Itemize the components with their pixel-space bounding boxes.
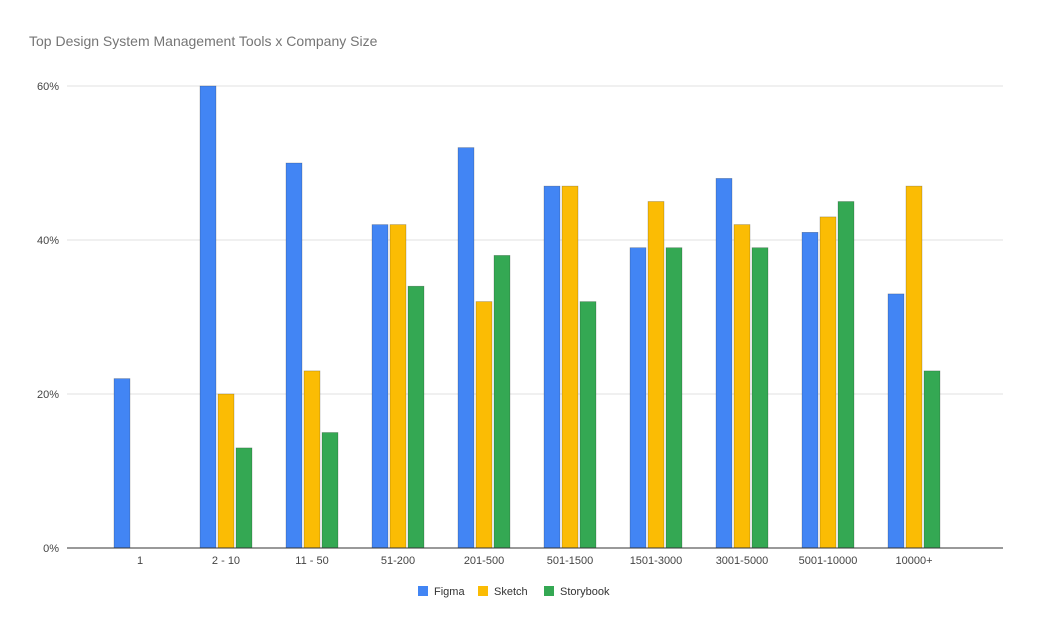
x-tick-label: 10000+ <box>895 555 932 567</box>
x-tick-label: 201-500 <box>464 555 504 567</box>
x-tick-label: 3001-5000 <box>716 555 769 567</box>
bar-storybook <box>665 247 683 549</box>
legend-label-sketch: Sketch <box>494 586 528 598</box>
bar-sketch <box>905 185 923 549</box>
legend-swatch-sketch <box>478 586 488 596</box>
bar-figma <box>801 232 819 549</box>
legend-label-figma: Figma <box>434 586 465 598</box>
bar-figma <box>113 378 131 549</box>
bar-figma <box>887 293 905 549</box>
bar-storybook <box>493 255 511 549</box>
bar-figma <box>371 224 389 549</box>
x-tick-label: 11 - 50 <box>295 555 328 567</box>
chart-title: Top Design System Management Tools x Com… <box>29 33 378 49</box>
y-tick-label: 20% <box>37 389 59 401</box>
bar-sketch <box>733 224 751 549</box>
bar-storybook <box>837 201 855 549</box>
bar-sketch <box>561 185 579 549</box>
x-tick-label: 51-200 <box>381 555 415 567</box>
bar-sketch <box>217 393 235 549</box>
bar-figma <box>285 162 303 549</box>
x-tick-label: 1501-3000 <box>630 555 683 567</box>
bar-sketch <box>647 201 665 549</box>
y-tick-label: 40% <box>37 235 59 247</box>
bar-storybook <box>751 247 769 549</box>
bar-figma <box>715 178 733 549</box>
bar-sketch <box>389 224 407 549</box>
legend-label-storybook: Storybook <box>560 586 610 598</box>
bar-sketch <box>475 301 493 549</box>
bar-figma <box>199 85 217 549</box>
bar-figma <box>543 185 561 549</box>
bar-sketch <box>819 216 837 549</box>
y-tick-label: 0% <box>43 543 59 555</box>
y-tick-label: 60% <box>37 81 59 93</box>
x-tick-label: 5001-10000 <box>799 555 858 567</box>
x-tick-label: 501-1500 <box>547 555 594 567</box>
bar-storybook <box>321 432 339 549</box>
bar-storybook <box>407 285 425 549</box>
bar-figma <box>629 247 647 549</box>
x-tick-label: 1 <box>137 555 143 567</box>
bar-storybook <box>923 370 941 549</box>
bar-storybook <box>235 447 253 549</box>
legend-swatch-figma <box>418 586 428 596</box>
bar-sketch <box>303 370 321 549</box>
legend-swatch-storybook <box>544 586 554 596</box>
bar-storybook <box>579 301 597 549</box>
bar-figma <box>457 147 475 549</box>
x-tick-label: 2 - 10 <box>212 555 240 567</box>
